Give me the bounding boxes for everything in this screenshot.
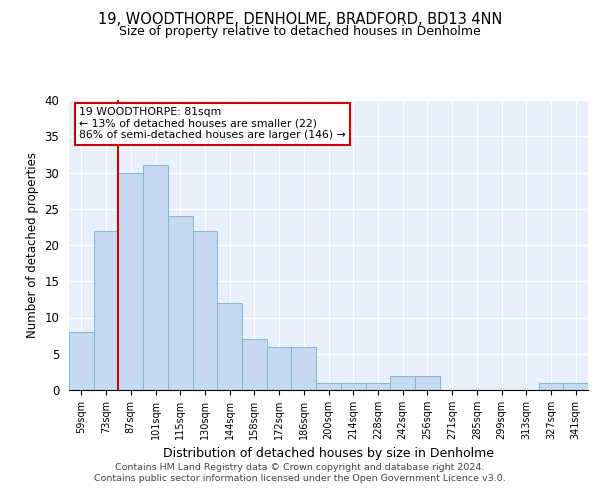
Bar <box>539 383 563 390</box>
Bar <box>341 383 365 390</box>
Bar <box>242 339 267 390</box>
Bar <box>316 383 341 390</box>
Y-axis label: Number of detached properties: Number of detached properties <box>26 152 39 338</box>
Text: 19 WOODTHORPE: 81sqm
← 13% of detached houses are smaller (22)
86% of semi-detac: 19 WOODTHORPE: 81sqm ← 13% of detached h… <box>79 108 346 140</box>
Text: Size of property relative to detached houses in Denholme: Size of property relative to detached ho… <box>119 25 481 38</box>
Bar <box>292 346 316 390</box>
Bar <box>94 230 118 390</box>
Text: 19, WOODTHORPE, DENHOLME, BRADFORD, BD13 4NN: 19, WOODTHORPE, DENHOLME, BRADFORD, BD13… <box>98 12 502 28</box>
Bar <box>118 172 143 390</box>
Bar <box>217 303 242 390</box>
Bar <box>267 346 292 390</box>
Bar <box>365 383 390 390</box>
Bar <box>415 376 440 390</box>
Bar <box>168 216 193 390</box>
X-axis label: Distribution of detached houses by size in Denholme: Distribution of detached houses by size … <box>163 448 494 460</box>
Bar <box>563 383 588 390</box>
Bar <box>69 332 94 390</box>
Bar <box>390 376 415 390</box>
Bar <box>143 165 168 390</box>
Text: Contains public sector information licensed under the Open Government Licence v3: Contains public sector information licen… <box>94 474 506 483</box>
Text: Contains HM Land Registry data © Crown copyright and database right 2024.: Contains HM Land Registry data © Crown c… <box>115 462 485 471</box>
Bar <box>193 230 217 390</box>
